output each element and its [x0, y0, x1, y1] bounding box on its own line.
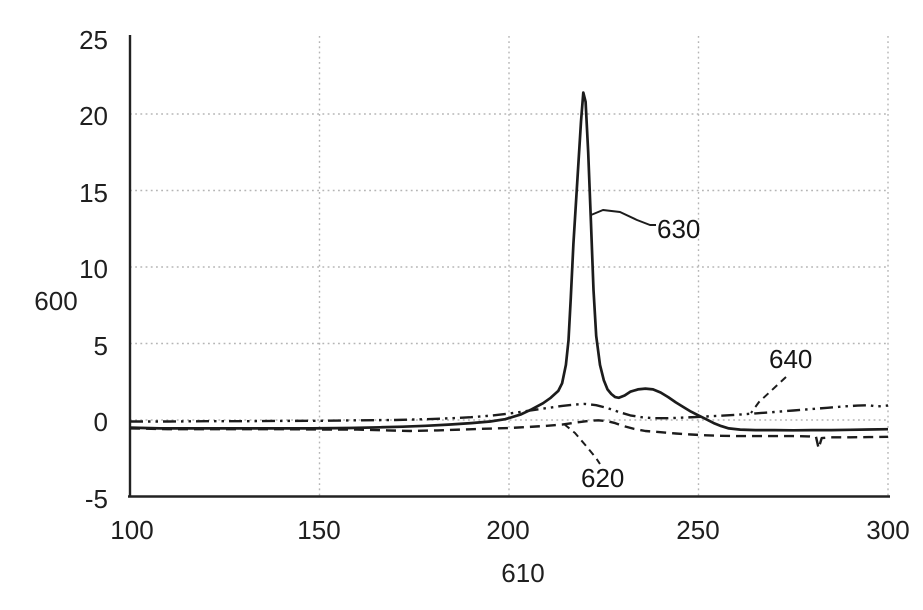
- callout-label-630: 630: [657, 214, 701, 244]
- callout-label-620: 620: [581, 463, 625, 493]
- leader-line-620: [563, 423, 601, 465]
- x-tick-label-100: 100: [110, 515, 154, 545]
- x-tick-label-300: 300: [866, 515, 910, 545]
- x-tick-label-150: 150: [297, 515, 341, 545]
- y-tick-label-0: 0: [93, 407, 108, 437]
- y-tick-label-10: 10: [79, 254, 108, 284]
- callout-label-640: 640: [769, 344, 813, 374]
- curve-640: [130, 402, 889, 423]
- leader-line-630: [590, 209, 656, 226]
- x-tick-label-250: 250: [676, 515, 720, 545]
- leader-line-640: [750, 376, 787, 414]
- y-tick-label-25: 25: [79, 25, 108, 55]
- y-tick-label-20: 20: [79, 101, 108, 131]
- y-tick-label-5: 5: [93, 331, 108, 361]
- y-axis-title: 600: [34, 286, 78, 316]
- x-axis-title: 610: [501, 558, 545, 588]
- y-tick-label-15: 15: [79, 178, 108, 208]
- curve-630: [129, 91, 889, 432]
- y-tick-label-neg5: -5: [84, 484, 108, 514]
- curve-620: [129, 419, 889, 450]
- x-tick-label-200: 200: [486, 515, 530, 545]
